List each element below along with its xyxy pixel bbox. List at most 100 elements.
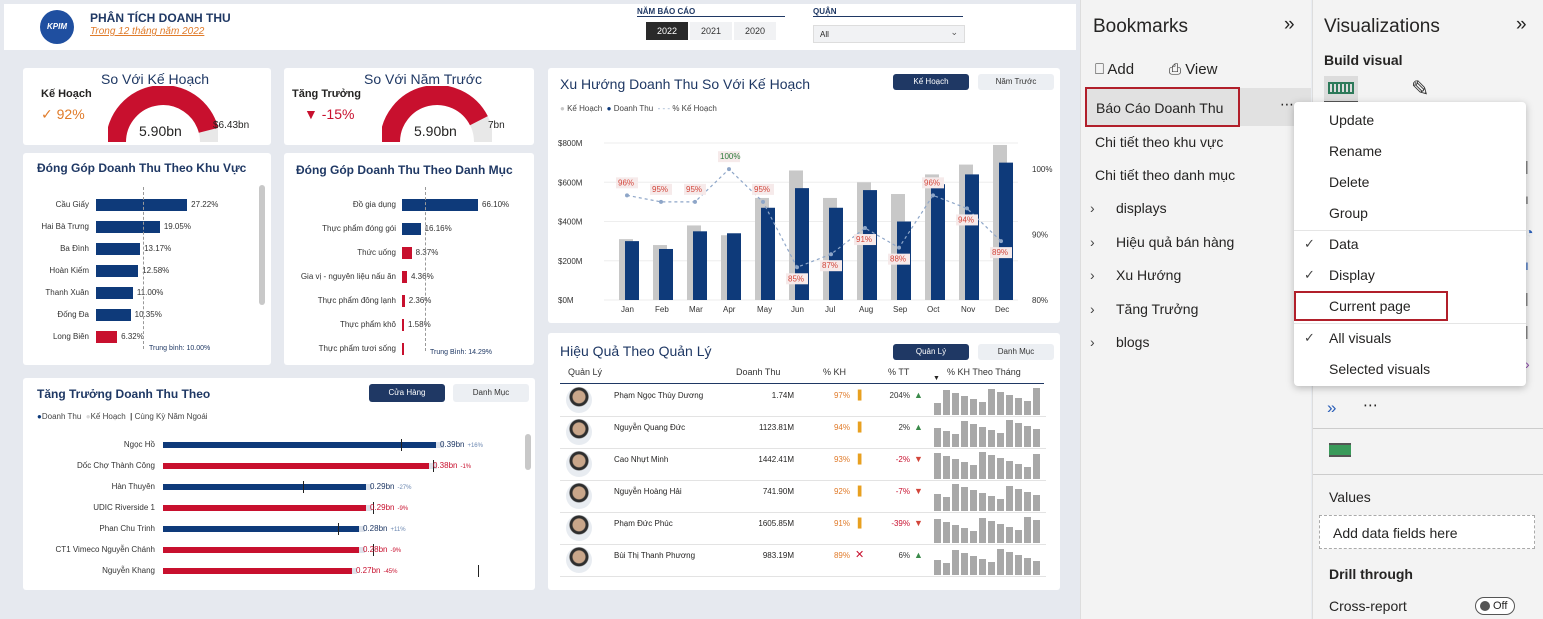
table-row[interactable]: Cao Nhựt Minh 1442.41M 93% ❚ -2% ▼ bbox=[560, 449, 1046, 481]
pct-point[interactable] bbox=[897, 245, 901, 250]
growth-category-button[interactable]: Danh Mục bbox=[453, 384, 529, 402]
table-row[interactable]: Phạm Ngọc Thùy Dương 1.74M 97% ❚ 204% ▲ bbox=[560, 385, 1046, 417]
y2-tick: 100% bbox=[1032, 165, 1052, 174]
district-dropdown[interactable]: All ⌄ bbox=[813, 25, 965, 43]
bar-revenue[interactable] bbox=[931, 184, 945, 300]
bar[interactable] bbox=[96, 331, 118, 343]
bar-revenue[interactable] bbox=[965, 174, 979, 300]
fields-tab-icon[interactable] bbox=[1329, 443, 1351, 457]
table-row[interactable]: Phạm Đức Phúc 1605.85M 91% ❚ -39% ▼ bbox=[560, 513, 1046, 545]
year-option[interactable]: 2020 bbox=[734, 22, 776, 40]
cross-report-toggle[interactable]: Off bbox=[1475, 597, 1515, 615]
table-row[interactable]: Nguyễn Quang Đức 1123.81M 94% ❚ 2% ▲ bbox=[560, 417, 1046, 449]
bookmark-bao-cao-doanh-thu[interactable]: Báo Cáo Doanh Thu bbox=[1096, 100, 1224, 116]
bar[interactable] bbox=[402, 343, 404, 355]
bar[interactable] bbox=[402, 199, 478, 211]
trend-plan-button[interactable]: Kế Hoạch bbox=[893, 74, 969, 90]
collapse-icon[interactable]: » bbox=[1516, 14, 1527, 35]
group-chevron-icon[interactable]: › bbox=[1090, 267, 1095, 283]
store-bar[interactable] bbox=[163, 463, 429, 469]
bar[interactable] bbox=[402, 247, 412, 259]
pct-point[interactable] bbox=[999, 239, 1003, 244]
year-option[interactable]: 2021 bbox=[690, 22, 732, 40]
table-row[interactable]: Nguyễn Hoàng Hải 741.90M 92% ❚ -7% ▼ bbox=[560, 481, 1046, 513]
pct-point[interactable] bbox=[727, 167, 731, 172]
store-bar[interactable] bbox=[163, 484, 366, 490]
pct-point[interactable] bbox=[795, 265, 799, 270]
store-label: Dốc Chợ Thành Công bbox=[76, 461, 155, 470]
menu-item-delete[interactable]: Delete bbox=[1329, 174, 1370, 190]
bar[interactable] bbox=[96, 309, 131, 321]
group-chevron-icon[interactable]: › bbox=[1090, 300, 1095, 317]
bar[interactable] bbox=[96, 199, 188, 211]
bookmark-group[interactable]: Hiệu quả bán hàng bbox=[1116, 233, 1235, 250]
menu-item-display[interactable]: ✓ Display bbox=[1304, 267, 1375, 283]
pct-point[interactable] bbox=[659, 199, 663, 204]
menu-item-all-visuals[interactable]: ✓ All visuals bbox=[1304, 330, 1392, 346]
pct-point[interactable] bbox=[863, 226, 867, 231]
bookmark-group[interactable]: blogs bbox=[1116, 334, 1150, 350]
menu-item-group[interactable]: Group bbox=[1329, 205, 1368, 221]
collapse-icon[interactable]: » bbox=[1284, 14, 1295, 35]
pct-label: 95% bbox=[652, 185, 668, 194]
menu-item-rename[interactable]: Rename bbox=[1329, 143, 1382, 159]
menu-item-selected-visuals[interactable]: Selected visuals bbox=[1329, 361, 1431, 377]
pct-point[interactable] bbox=[965, 206, 969, 211]
store-bar[interactable] bbox=[163, 568, 352, 574]
pct-point[interactable] bbox=[829, 252, 833, 257]
mgmt-category-button[interactable]: Danh Mục bbox=[978, 344, 1054, 360]
pct-point[interactable] bbox=[761, 199, 765, 204]
bookmark-group[interactable]: Tăng Trưởng bbox=[1116, 300, 1199, 317]
store-bar[interactable] bbox=[163, 526, 359, 532]
build-visual-tab[interactable] bbox=[1324, 76, 1358, 104]
bar[interactable] bbox=[402, 223, 421, 235]
trend-lastyear-button[interactable]: Năm Trước bbox=[978, 74, 1054, 90]
menu-item-current-page[interactable]: Current page bbox=[1329, 298, 1411, 314]
bar-revenue[interactable] bbox=[659, 248, 673, 300]
group-chevron-icon[interactable]: › bbox=[1090, 233, 1095, 250]
bar-revenue[interactable] bbox=[999, 162, 1013, 300]
bookmark-more-icon[interactable]: ⋯ bbox=[1280, 96, 1294, 112]
format-visual-tab[interactable]: ✎ bbox=[1411, 76, 1430, 101]
pct-point[interactable] bbox=[931, 193, 935, 198]
bar[interactable] bbox=[96, 287, 133, 299]
year-option[interactable]: 2022 bbox=[646, 22, 688, 40]
table-row[interactable]: Bùi Thị Thanh Phương 983.19M 89% ✕ 6% ▲ bbox=[560, 545, 1046, 577]
add-data-fields-well[interactable]: Add data fields here bbox=[1319, 515, 1535, 549]
growth-store-button[interactable]: Cửa Hàng bbox=[369, 384, 445, 402]
menu-item-data[interactable]: ✓ Data bbox=[1304, 236, 1359, 252]
bar[interactable] bbox=[96, 221, 160, 233]
group-chevron-icon[interactable]: › bbox=[1090, 200, 1095, 216]
pct-point[interactable] bbox=[693, 199, 697, 204]
bar-revenue[interactable] bbox=[829, 207, 843, 300]
mgmt-manager-button[interactable]: Quản Lý bbox=[893, 344, 969, 360]
bar-revenue[interactable] bbox=[863, 190, 877, 300]
bookmark-group[interactable]: displays bbox=[1116, 200, 1167, 216]
bookmark-selected[interactable] bbox=[1085, 88, 1311, 126]
bar-revenue[interactable] bbox=[761, 207, 775, 300]
menu-item-update[interactable]: Update bbox=[1329, 112, 1375, 128]
bar-revenue[interactable] bbox=[693, 231, 707, 300]
viz-icon-1[interactable]: » bbox=[1327, 398, 1337, 417]
pct-point[interactable] bbox=[625, 193, 629, 198]
bar[interactable] bbox=[96, 243, 141, 255]
add-bookmark-button[interactable]: ⎕ Add bbox=[1095, 61, 1135, 78]
bookmark-khu-vuc[interactable]: Chi tiết theo khu vực bbox=[1095, 134, 1224, 150]
bar[interactable] bbox=[402, 271, 407, 283]
bar-revenue[interactable] bbox=[795, 188, 809, 300]
view-bookmark-button[interactable]: ⎙ View bbox=[1169, 61, 1218, 78]
bar[interactable] bbox=[402, 295, 405, 307]
bar[interactable] bbox=[402, 319, 404, 331]
region-scrollbar[interactable] bbox=[259, 185, 265, 305]
bookmark-danh-muc[interactable]: Chi tiết theo danh mục bbox=[1095, 167, 1236, 183]
bar-revenue[interactable] bbox=[625, 241, 639, 300]
group-chevron-icon[interactable]: › bbox=[1090, 334, 1095, 350]
bar[interactable] bbox=[96, 265, 139, 277]
bar-revenue[interactable] bbox=[727, 233, 741, 300]
bookmark-group[interactable]: Xu Hướng bbox=[1116, 267, 1182, 283]
more-visuals-icon[interactable]: ⋯ bbox=[1363, 397, 1378, 414]
store-bar[interactable] bbox=[163, 442, 436, 448]
store-bar[interactable] bbox=[163, 505, 366, 511]
growth-scrollbar[interactable] bbox=[525, 434, 531, 470]
store-bar[interactable] bbox=[163, 547, 359, 553]
